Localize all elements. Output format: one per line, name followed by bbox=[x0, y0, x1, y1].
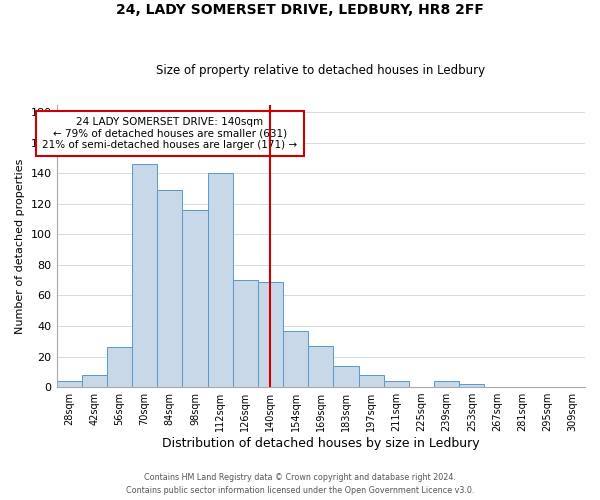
Text: 24, LADY SOMERSET DRIVE, LEDBURY, HR8 2FF: 24, LADY SOMERSET DRIVE, LEDBURY, HR8 2F… bbox=[116, 2, 484, 16]
Bar bbox=[459, 384, 484, 387]
Bar bbox=[434, 381, 459, 387]
Text: 24 LADY SOMERSET DRIVE: 140sqm
← 79% of detached houses are smaller (631)
21% of: 24 LADY SOMERSET DRIVE: 140sqm ← 79% of … bbox=[42, 117, 298, 150]
Bar bbox=[359, 375, 383, 387]
Bar bbox=[157, 190, 182, 387]
Bar bbox=[308, 346, 334, 387]
Y-axis label: Number of detached properties: Number of detached properties bbox=[15, 158, 25, 334]
Bar bbox=[182, 210, 208, 387]
Bar bbox=[132, 164, 157, 387]
Bar bbox=[334, 366, 359, 387]
Bar bbox=[56, 381, 82, 387]
Bar bbox=[233, 280, 258, 387]
X-axis label: Distribution of detached houses by size in Ledbury: Distribution of detached houses by size … bbox=[162, 437, 479, 450]
Text: Contains HM Land Registry data © Crown copyright and database right 2024.
Contai: Contains HM Land Registry data © Crown c… bbox=[126, 474, 474, 495]
Bar bbox=[383, 381, 409, 387]
Bar bbox=[258, 282, 283, 387]
Bar bbox=[107, 348, 132, 387]
Bar bbox=[283, 330, 308, 387]
Bar bbox=[208, 174, 233, 387]
Title: Size of property relative to detached houses in Ledbury: Size of property relative to detached ho… bbox=[156, 64, 485, 77]
Bar bbox=[82, 375, 107, 387]
